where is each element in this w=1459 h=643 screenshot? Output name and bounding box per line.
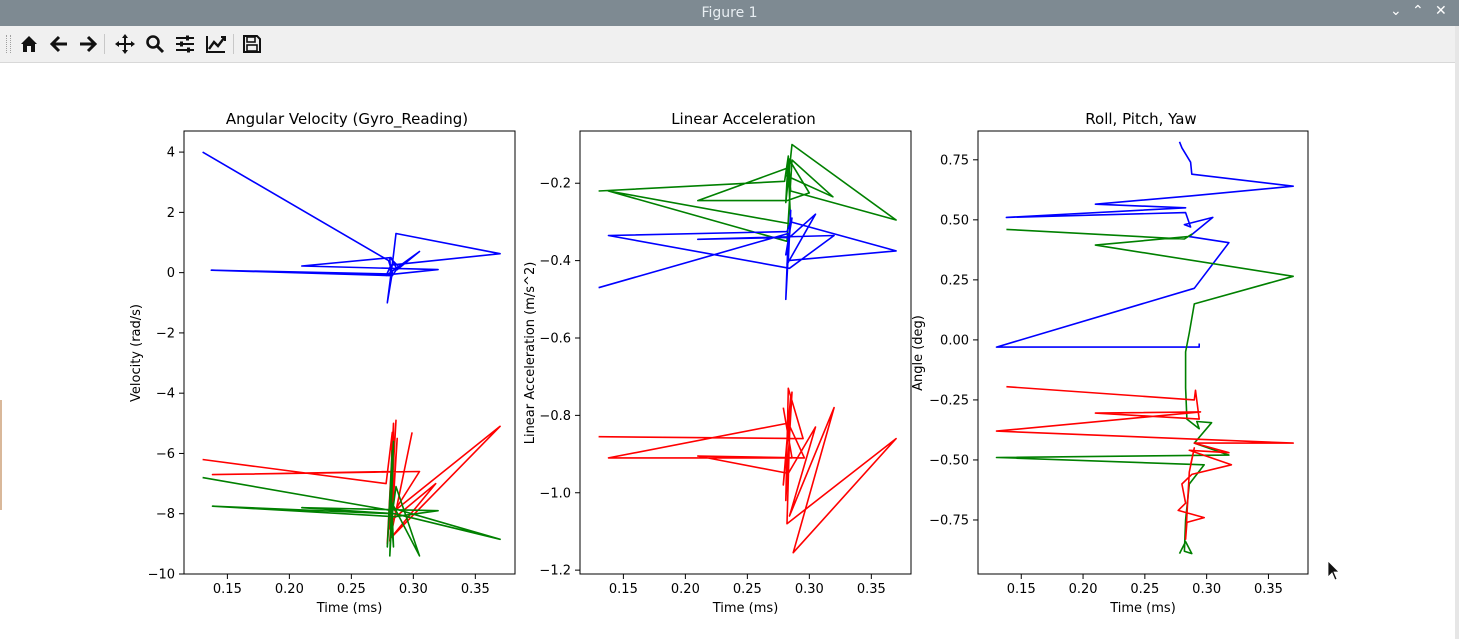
background-window-sliver xyxy=(0,400,2,510)
y-tick-label: −0.2 xyxy=(539,177,571,192)
y-tick-label: −0.25 xyxy=(929,393,969,408)
zoom-icon xyxy=(146,35,165,54)
x-tick-label: 0.30 xyxy=(399,582,428,597)
y-tick-label: 4 xyxy=(167,146,175,161)
series-line-green xyxy=(202,440,501,557)
x-tick-label: 0.25 xyxy=(733,582,762,597)
chart-title: Linear Acceleration xyxy=(671,110,816,128)
plot-frame xyxy=(977,130,1309,575)
y-tick-label: −1.2 xyxy=(539,564,571,579)
x-tick-label: 0.15 xyxy=(609,582,638,597)
maximize-button[interactable]: ⌃ xyxy=(1412,3,1424,19)
y-tick-label: −0.8 xyxy=(539,409,571,424)
configure-subplots-button[interactable] xyxy=(172,32,198,56)
x-axis-label: Time (ms) xyxy=(1109,601,1176,616)
x-tick-label: 0.20 xyxy=(671,582,700,597)
x-tick-label: 0.30 xyxy=(1192,582,1221,597)
x-tick-label: 0.25 xyxy=(337,582,366,597)
y-axis-label: Linear Acceleration (m/s^2) xyxy=(523,262,538,445)
series-line-red xyxy=(995,385,1294,541)
y-tick-label: 0.25 xyxy=(940,273,969,288)
y-tick-label: −0.50 xyxy=(929,453,969,468)
series-line-green xyxy=(995,228,1294,555)
edit-axis-button[interactable] xyxy=(203,32,229,56)
x-tick-label: 0.30 xyxy=(795,582,824,597)
y-tick-label: −6 xyxy=(156,447,175,462)
series-line-red xyxy=(202,419,501,545)
pan-button[interactable] xyxy=(112,32,138,56)
x-tick-label: 0.20 xyxy=(1069,582,1098,597)
subplot-roll-pitch-yaw: Roll, Pitch, Yaw Time (ms) Angle (deg) 0… xyxy=(911,110,1309,616)
subplot-linear-acceleration: Linear Acceleration Time (ms) Linear Acc… xyxy=(523,110,912,616)
y-tick-label: −0.6 xyxy=(539,331,571,346)
x-tick-label: 0.35 xyxy=(1254,582,1283,597)
navigation-toolbar xyxy=(0,26,1455,63)
series-line-red xyxy=(598,387,897,554)
y-tick-label: 0.00 xyxy=(940,333,969,348)
series-line-blue xyxy=(995,141,1294,348)
forward-arrow-icon xyxy=(80,35,98,53)
plot-frame xyxy=(183,130,516,575)
subplot-angular-velocity: Angular Velocity (Gyro_Reading) Time (ms… xyxy=(129,110,516,616)
toolbar-separator xyxy=(233,34,234,54)
y-tick-label: 2 xyxy=(167,206,175,221)
toolbar-grip xyxy=(6,35,11,53)
x-tick-label: 0.15 xyxy=(213,582,242,597)
mouse-cursor xyxy=(1327,560,1340,581)
series-line-green xyxy=(598,143,897,243)
y-tick-label: −10 xyxy=(148,568,175,583)
home-icon xyxy=(21,36,37,52)
edit-axis-icon xyxy=(206,36,226,53)
chart-title: Roll, Pitch, Yaw xyxy=(1085,110,1196,128)
subplots-config-icon xyxy=(176,35,194,53)
y-tick-label: −1.0 xyxy=(539,486,571,501)
window-right-edge xyxy=(1455,26,1459,639)
x-axis-label: Time (ms) xyxy=(316,601,383,616)
y-tick-label: −0.75 xyxy=(929,513,969,528)
x-tick-label: 0.20 xyxy=(275,582,304,597)
y-tick-label: 0 xyxy=(167,266,175,281)
home-button[interactable] xyxy=(16,32,42,56)
back-arrow-icon xyxy=(49,35,67,53)
chart-title: Angular Velocity (Gyro_Reading) xyxy=(226,110,468,129)
y-tick-label: −0.4 xyxy=(539,254,571,269)
save-icon xyxy=(243,35,261,53)
y-tick-label: 0.75 xyxy=(940,153,969,168)
y-axis-label: Velocity (rad/s) xyxy=(129,304,144,402)
series-line-blue xyxy=(598,209,897,301)
y-tick-label: 0.50 xyxy=(940,213,969,228)
y-tick-label: −8 xyxy=(156,507,175,522)
plot-frame xyxy=(579,130,912,575)
window-titlebar: Figure 1 ⌄ ⌃ ✕ xyxy=(0,0,1459,26)
zoom-button[interactable] xyxy=(142,32,168,56)
x-tick-label: 0.35 xyxy=(461,582,490,597)
close-button[interactable]: ✕ xyxy=(1435,3,1447,19)
figure-svg: Angular Velocity (Gyro_Reading) Time (ms… xyxy=(129,110,1340,616)
series-line-blue xyxy=(202,151,501,304)
x-tick-label: 0.25 xyxy=(1130,582,1159,597)
y-tick-label: −2 xyxy=(156,326,175,341)
minimize-button[interactable]: ⌄ xyxy=(1390,3,1402,19)
x-axis-label: Time (ms) xyxy=(712,601,779,616)
forward-button[interactable] xyxy=(75,32,101,56)
pan-icon xyxy=(115,34,135,54)
x-tick-label: 0.35 xyxy=(857,582,886,597)
figure-canvas: Angular Velocity (Gyro_Reading) Time (ms… xyxy=(0,63,1455,639)
save-button[interactable] xyxy=(239,32,265,56)
back-button[interactable] xyxy=(46,32,72,56)
y-tick-label: −4 xyxy=(156,387,175,402)
x-tick-label: 0.15 xyxy=(1007,582,1036,597)
window-title: Figure 1 xyxy=(701,5,758,21)
toolbar-separator xyxy=(104,34,105,54)
y-axis-label: Angle (deg) xyxy=(911,315,926,391)
